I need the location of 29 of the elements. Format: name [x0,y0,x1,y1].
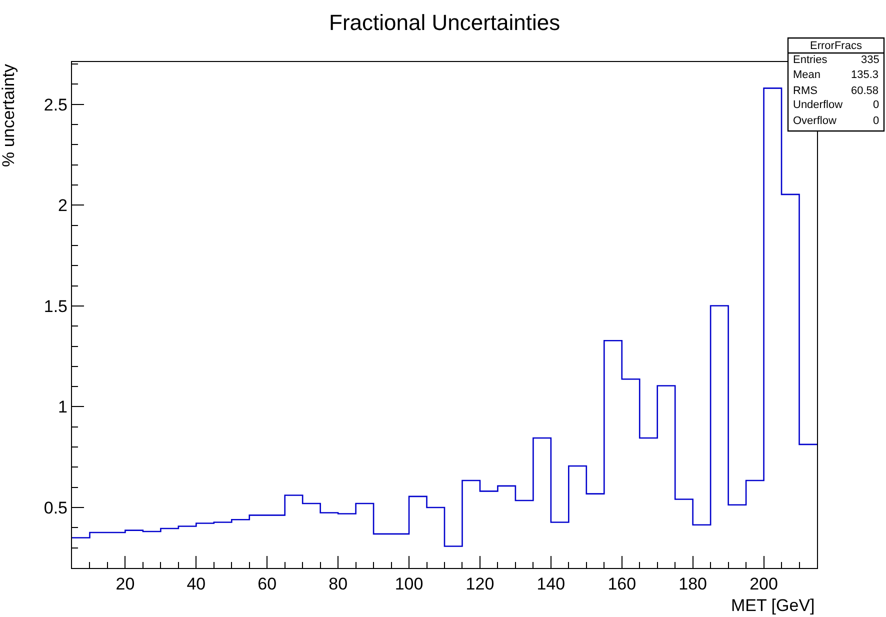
text: 0 [873,99,880,111]
x-tick-label: 120 [466,574,494,594]
x-tick-label: 60 [258,574,277,594]
text: 60.58 [851,85,879,97]
x-tick-label: 20 [116,574,135,594]
annotation: Mean [793,69,821,81]
text: 335 [861,54,880,66]
chart-title: Fractional Uncertainties [329,10,560,35]
x-tick-label: 160 [608,574,636,594]
y-tick-label: 2.5 [44,95,68,114]
x-tick-label: 200 [750,574,778,594]
y-tick-label: 0.5 [44,498,68,518]
y-tick-label: 1 [58,398,68,417]
annotation: Underflow [793,99,843,111]
text: ErrorFracs [810,40,862,52]
y-tick-label: 2 [58,196,68,216]
y-tick-label: 1.5 [44,296,68,316]
x-tick-label: 80 [328,574,348,594]
annotation: RMS [793,85,818,97]
annotation: Entries [793,54,828,66]
x-tick-label: 100 [394,574,424,594]
x-tick-label: 180 [678,574,708,594]
text: 135.3 [851,69,879,81]
x-tick-label: 140 [536,574,566,594]
y-axis-title: % uncertainty [0,64,18,167]
annotation: Overflow [793,115,836,127]
x-tick-label: 40 [186,574,206,594]
x-axis-title: MET [GeV] [731,596,815,615]
text: 0 [873,115,880,127]
